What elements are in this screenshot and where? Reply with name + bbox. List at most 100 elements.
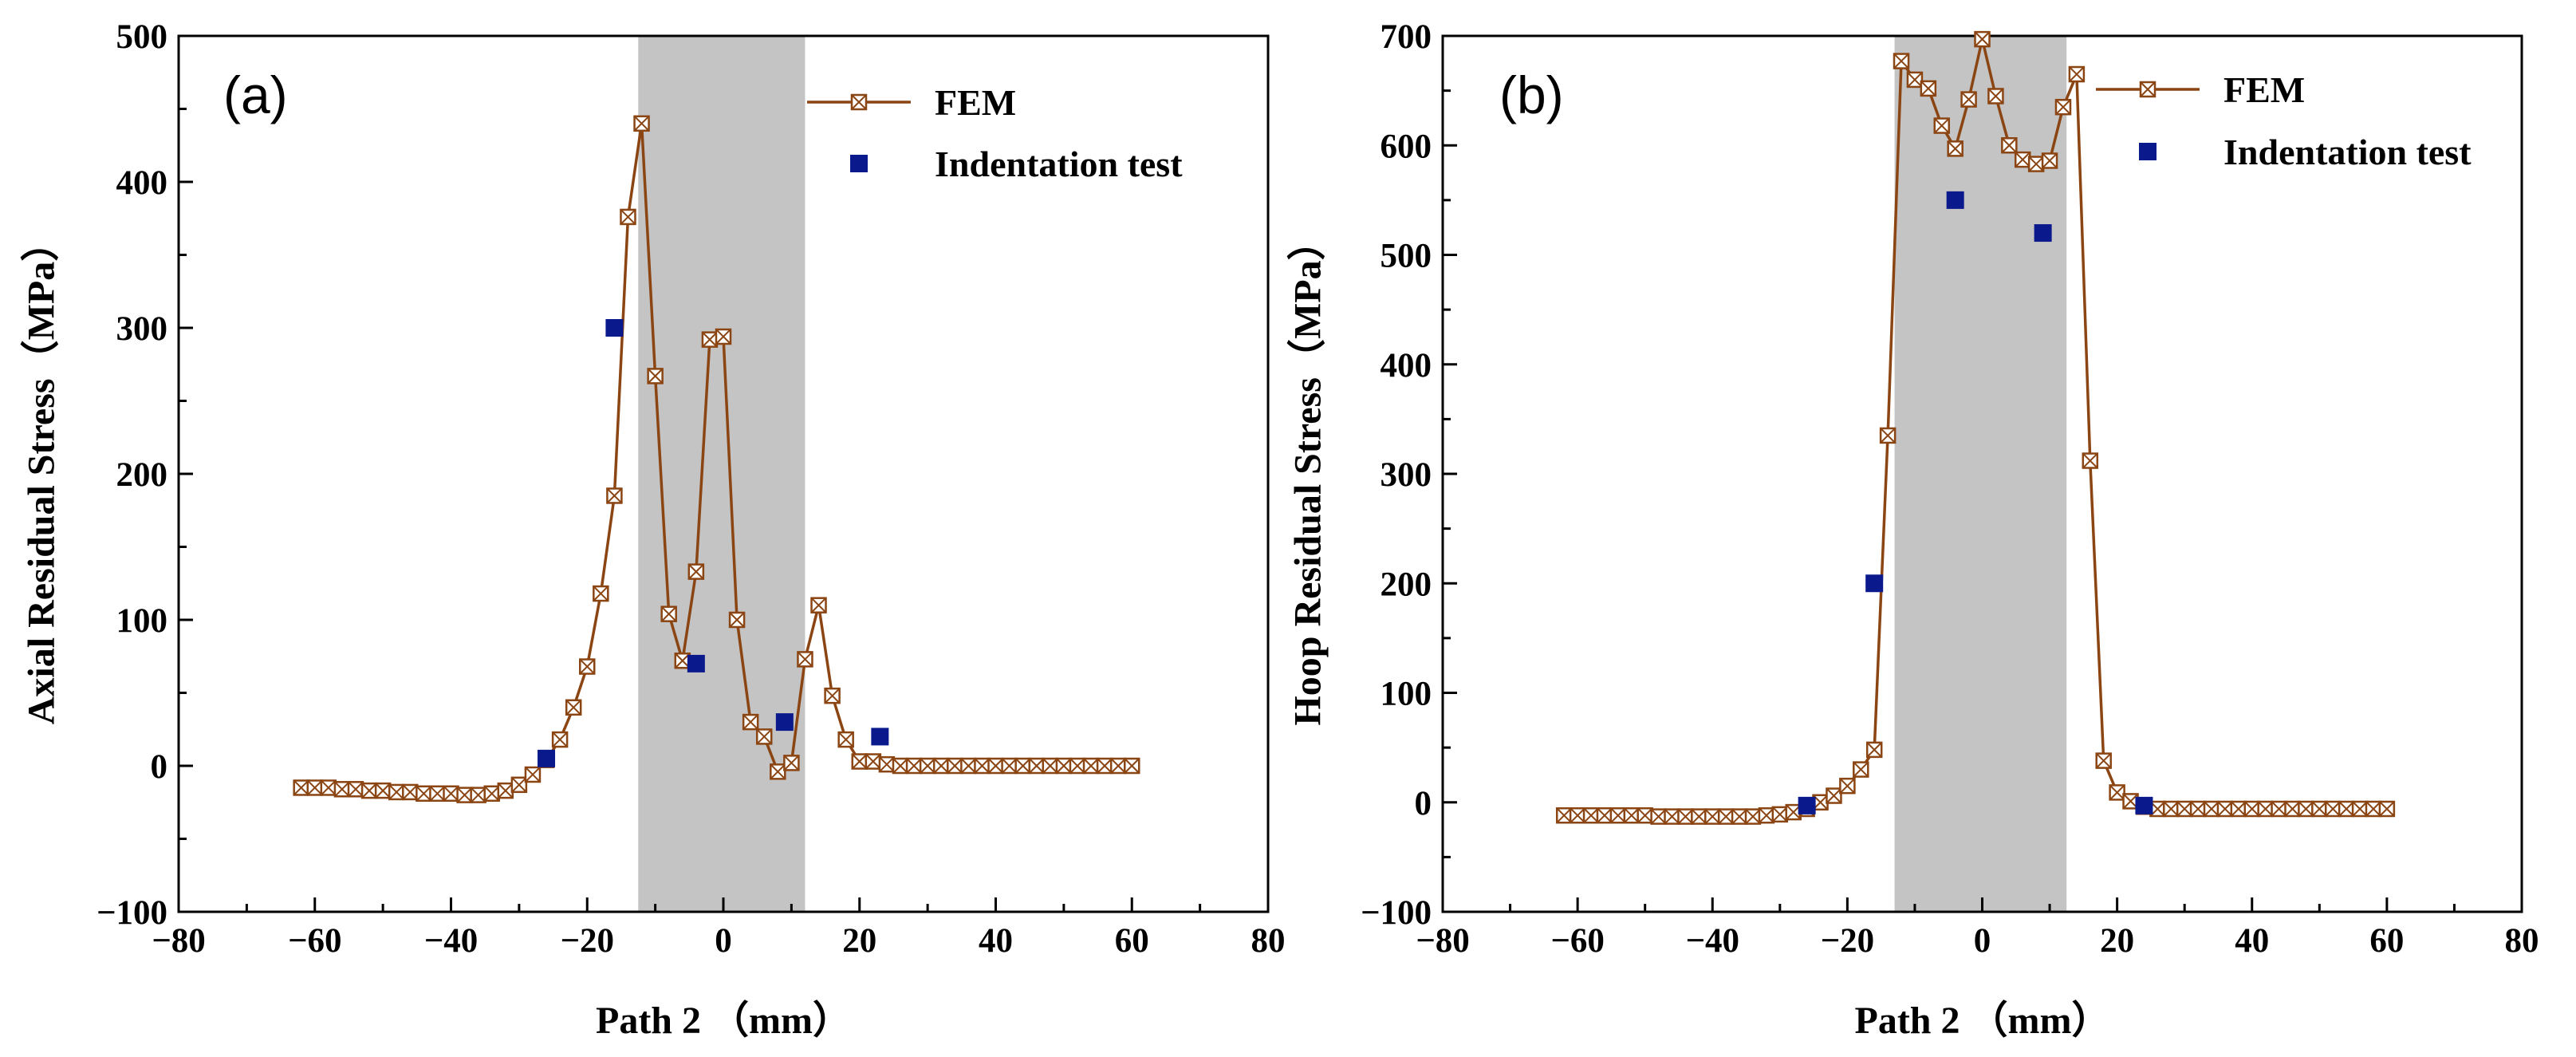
- fem-point: [293, 779, 309, 796]
- fem-point: [1582, 807, 1600, 824]
- fem-point: [2054, 98, 2072, 116]
- x-tick-label: 60: [1115, 922, 1149, 960]
- fem-point: [1096, 757, 1113, 775]
- fem-point: [620, 208, 636, 226]
- fem-point: [728, 611, 746, 629]
- fem-point: [837, 731, 854, 748]
- x-tick-label: 60: [2369, 922, 2404, 960]
- indentation-point: [1798, 796, 1816, 814]
- fem-point: [1650, 808, 1667, 825]
- fem-point: [388, 783, 405, 801]
- x-tick-label: 0: [1974, 922, 1991, 960]
- fem-point: [551, 731, 569, 748]
- y-tick-label: 100: [116, 602, 168, 640]
- fem-point: [1893, 53, 1910, 69]
- fem-point: [1920, 80, 1937, 97]
- x-tick-label: 20: [842, 922, 876, 960]
- fem-point: [1042, 757, 1059, 775]
- fem-point: [1569, 807, 1586, 824]
- fem-point: [1744, 808, 1762, 825]
- legend-fem-marker-shape: [850, 93, 868, 111]
- y-tick-label: 100: [1381, 676, 1432, 713]
- plot-frame: [177, 34, 1270, 913]
- fem-point: [2082, 452, 2099, 469]
- fem-point: [1717, 808, 1735, 825]
- shaded-region: [638, 36, 805, 912]
- fem-point: [2243, 800, 2260, 818]
- fem-point: [2068, 65, 2086, 83]
- fem-point: [919, 757, 936, 775]
- fem-point: [783, 755, 800, 771]
- fem-point: [333, 781, 351, 798]
- fem-point: [905, 757, 923, 775]
- indentation-point: [1865, 574, 1884, 593]
- y-tick-label: 700: [1381, 18, 1432, 56]
- shaded-region: [1894, 36, 2067, 912]
- x-tick-label: −40: [424, 922, 479, 960]
- x-tick-label: 80: [1251, 922, 1286, 960]
- fem-point: [947, 757, 963, 775]
- fem-point: [865, 753, 882, 770]
- fem-point: [1623, 807, 1641, 824]
- x-tick-label: −60: [288, 922, 342, 960]
- fem-point: [2014, 151, 2031, 168]
- x-tick-label: −80: [1416, 922, 1470, 960]
- fem-point: [633, 115, 650, 132]
- fem-point: [2041, 152, 2058, 169]
- fem-point: [701, 331, 719, 348]
- fem-point: [1069, 757, 1086, 775]
- fem-point: [2095, 752, 2112, 769]
- fem-point: [1731, 808, 1748, 825]
- fem-point: [1001, 757, 1018, 775]
- legend: FEM Indentation test: [2096, 69, 2472, 172]
- fem-point: [1826, 787, 1842, 804]
- fem-point: [579, 658, 596, 675]
- indentation-series: [538, 319, 889, 767]
- x-tick-label: 40: [2235, 922, 2269, 960]
- indentation-point: [605, 319, 624, 337]
- y-tick-label: 400: [1381, 347, 1432, 385]
- fem-point: [2257, 800, 2274, 818]
- fem-point: [565, 699, 582, 716]
- fem-point: [810, 597, 827, 613]
- fem-series: [293, 115, 1140, 803]
- fem-point: [960, 757, 977, 775]
- x-axis-title: Path 2 （mm）: [1855, 1000, 2110, 1042]
- fem-point: [360, 782, 378, 799]
- panel-a: −80 −60 −40 −20 0 20 40 60 80 −100 0 100 200 300 400 5…: [21, 18, 1286, 1042]
- y-tick-label: 0: [151, 748, 168, 786]
- fem-point: [2230, 800, 2247, 818]
- fem-point: [742, 713, 759, 731]
- fem-point: [2311, 800, 2328, 818]
- panel-label: (a): [223, 65, 288, 124]
- x-tick-label: −60: [1550, 922, 1605, 960]
- fem-point: [974, 757, 991, 775]
- legend-test-marker: [2139, 143, 2157, 160]
- fem-point: [1028, 757, 1045, 775]
- fem-point: [1055, 757, 1073, 775]
- legend-test-label: Indentation test: [935, 144, 1183, 184]
- y-tick-label: 200: [1381, 566, 1432, 603]
- x-tick-label: −80: [152, 922, 206, 960]
- x-tick-labels: −80 −60 −40 −20 0 20 40 60 80: [152, 922, 1285, 960]
- fem-point: [2203, 800, 2220, 818]
- legend-test-label: Indentation test: [2223, 132, 2472, 172]
- legend-fem-label: FEM: [2223, 69, 2305, 110]
- fem-point: [1947, 140, 1964, 157]
- fem-point: [402, 783, 419, 801]
- fem-point: [1124, 757, 1140, 775]
- legend: FEM Indentation test: [807, 82, 1183, 184]
- fem-point: [1082, 757, 1100, 775]
- y-tick-label: −100: [97, 894, 167, 932]
- x-axis-title: Path 2 （mm）: [596, 1000, 851, 1042]
- fem-point: [1974, 30, 1991, 48]
- indentation-point: [687, 654, 705, 672]
- fem-point: [2176, 800, 2193, 818]
- fem-point: [647, 368, 664, 385]
- panel-b: −80 −60 −40 −20 0 20 40 60 80 −100 0 100 200 300 400 5…: [1287, 18, 2539, 1042]
- fem-point: [2351, 800, 2369, 818]
- fem-point: [824, 687, 841, 704]
- fem-point: [456, 787, 473, 803]
- fem-point: [687, 563, 705, 580]
